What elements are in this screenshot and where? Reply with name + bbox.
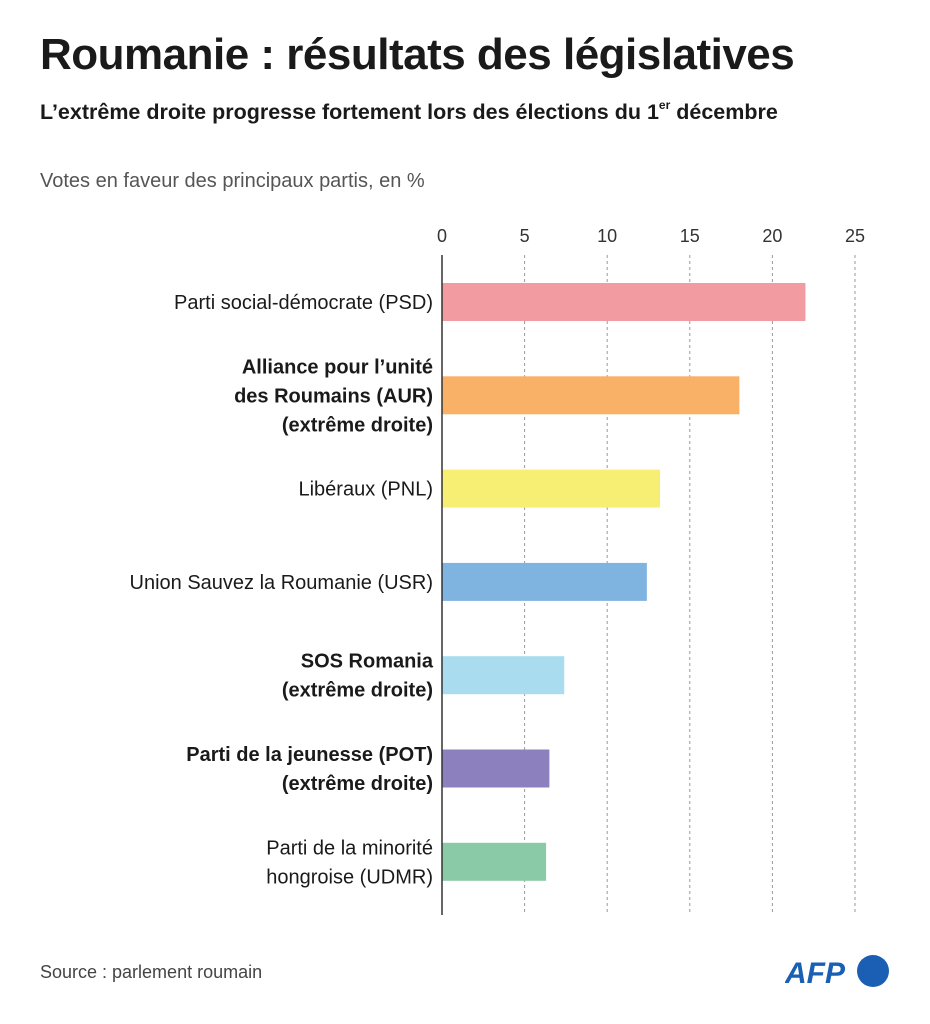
category-label: Parti de la minorité [266, 837, 433, 859]
chart-subtitle: L’extrême droite progresse fortement lor… [40, 98, 778, 125]
bar [442, 749, 550, 788]
category-label: (extrême droite) [282, 414, 433, 436]
x-tick-label: 0 [437, 226, 447, 246]
unit-note: Votes en faveur des principaux partis, e… [40, 170, 425, 192]
afp-logo: AFP [785, 955, 889, 990]
category-label: Libéraux (PNL) [298, 479, 433, 501]
bar [442, 562, 647, 601]
x-tick-label: 25 [845, 226, 865, 246]
subtitle-superscript: er [658, 98, 671, 112]
source-note: Source : parlement roumain [40, 962, 263, 982]
category-label: Union Sauvez la Roumanie (USR) [130, 572, 433, 594]
bar [442, 842, 547, 881]
bar [442, 283, 806, 321]
bar [442, 469, 661, 508]
bar [442, 376, 740, 415]
afp-logo-circle [857, 955, 889, 987]
subtitle-text: L’extrême droite progresse fortement lor… [40, 100, 659, 124]
category-label: Parti social-démocrate (PSD) [174, 292, 433, 314]
afp-logo-text: AFP [785, 957, 846, 990]
x-tick-label: 10 [597, 226, 617, 246]
x-tick-label: 20 [762, 226, 782, 246]
category-label: (extrême droite) [282, 680, 433, 702]
x-tick-label: 15 [680, 226, 700, 246]
category-label: Alliance pour l’unité [242, 356, 433, 378]
category-label: (extrême droite) [282, 773, 433, 795]
category-label: SOS Romania [301, 651, 434, 673]
category-label: des Roumains (AUR) [234, 385, 433, 407]
category-label: Parti de la jeunesse (POT) [186, 744, 433, 766]
bar [442, 656, 565, 695]
subtitle-text-end: décembre [670, 100, 778, 124]
category-label: hongroise (UDMR) [266, 866, 433, 888]
x-tick-label: 5 [520, 226, 530, 246]
chart-title: Roumanie : résultats des législatives [40, 30, 795, 79]
